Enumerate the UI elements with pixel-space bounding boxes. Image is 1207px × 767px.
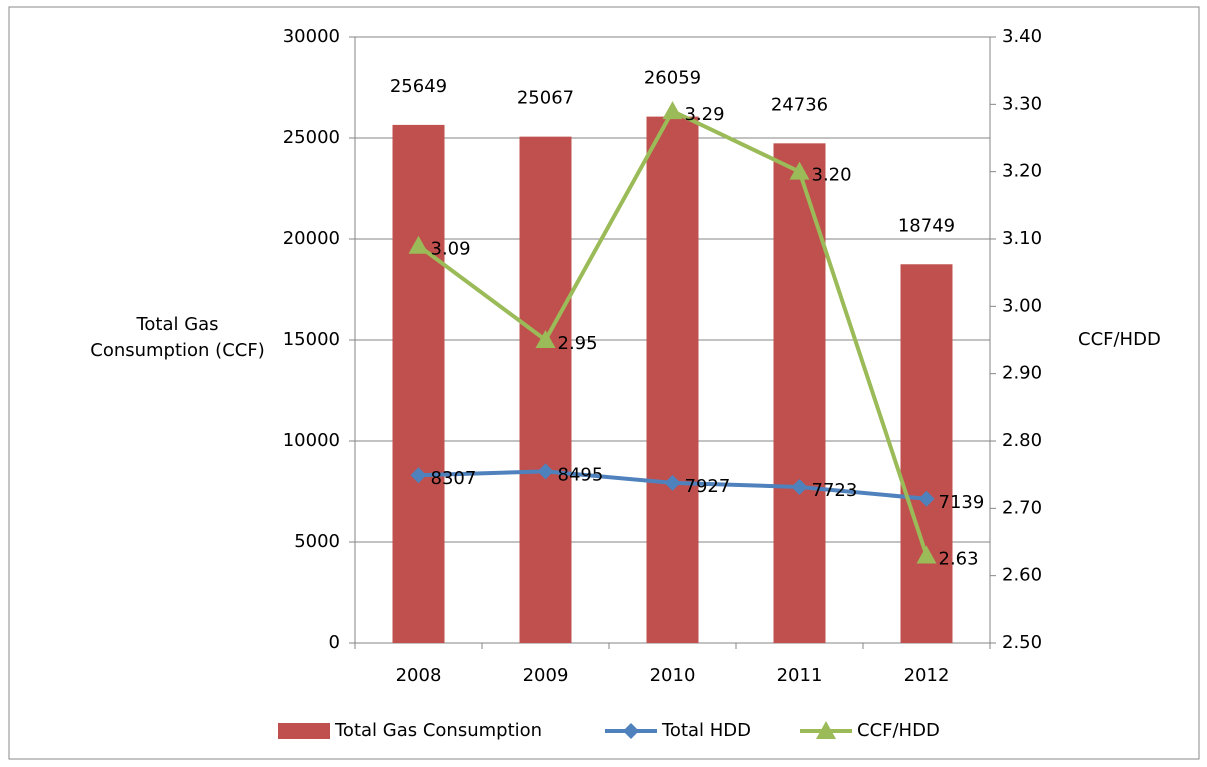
data-label: 25649 xyxy=(390,76,447,97)
marker xyxy=(791,478,808,495)
y2-tick-label: 2.90 xyxy=(1002,363,1042,384)
data-label: 18749 xyxy=(898,215,955,236)
data-label: 8307 xyxy=(431,468,477,489)
marker xyxy=(916,545,937,564)
marker xyxy=(918,490,935,507)
marker xyxy=(537,463,554,480)
marker xyxy=(410,467,427,484)
y-tick-label: 15000 xyxy=(283,329,340,350)
y-tick-label: 30000 xyxy=(283,26,340,47)
data-label: 3.29 xyxy=(685,104,725,125)
y-tick-label: 20000 xyxy=(283,228,340,249)
data-label: 3.09 xyxy=(431,239,471,260)
data-label: 7723 xyxy=(812,480,858,501)
x-tick-label: 2008 xyxy=(396,665,442,686)
data-label: 7927 xyxy=(685,476,731,497)
y2-tick-label: 3.10 xyxy=(1002,228,1042,249)
chart-border xyxy=(8,6,1200,760)
y-tick-label: 10000 xyxy=(283,430,340,451)
bar xyxy=(519,136,572,643)
data-label: 8495 xyxy=(558,464,604,485)
data-label: 3.20 xyxy=(812,165,852,186)
y2-tick-label: 2.80 xyxy=(1002,430,1042,451)
y-tick-label: 5000 xyxy=(294,531,340,552)
bar xyxy=(900,264,953,643)
y-axis-label: Total Gas Consumption (CCF) xyxy=(90,314,265,361)
y2-axis-label: CCF/HDD xyxy=(1078,329,1161,350)
marker xyxy=(816,721,836,739)
marker xyxy=(623,723,639,739)
marker xyxy=(535,330,556,348)
y-tick-label: 0 xyxy=(329,632,340,653)
y-tick-label: 25000 xyxy=(283,127,340,148)
y2-tick-label: 3.30 xyxy=(1002,93,1042,114)
x-tick-label: 2012 xyxy=(904,665,950,686)
marker xyxy=(662,101,683,120)
x-tick-label: 2011 xyxy=(777,665,823,686)
data-label: 26059 xyxy=(644,68,701,89)
marker xyxy=(664,474,681,491)
legend-label: CCF/HDD xyxy=(857,720,940,741)
bar xyxy=(773,143,826,643)
legend-label: Total Gas Consumption xyxy=(334,720,542,741)
data-label: 2.63 xyxy=(939,548,979,569)
marker xyxy=(408,235,429,254)
bar xyxy=(646,116,699,643)
y2-tick-label: 3.00 xyxy=(1002,295,1042,316)
marker xyxy=(789,161,810,180)
x-tick-label: 2010 xyxy=(650,665,696,686)
y2-tick-label: 3.40 xyxy=(1002,26,1042,47)
data-label: 2.95 xyxy=(558,333,598,354)
legend-label: Total HDD xyxy=(661,720,751,741)
y2-tick-label: 2.50 xyxy=(1002,632,1042,653)
x-tick-label: 2009 xyxy=(523,665,569,686)
legend-swatch xyxy=(278,723,330,739)
data-label: 25067 xyxy=(517,88,574,109)
y2-tick-label: 3.20 xyxy=(1002,161,1042,182)
y2-tick-label: 2.70 xyxy=(1002,497,1042,518)
data-label: 24736 xyxy=(771,94,828,115)
bar xyxy=(392,124,445,643)
y2-tick-label: 2.60 xyxy=(1002,565,1042,586)
data-label: 7139 xyxy=(939,492,985,513)
